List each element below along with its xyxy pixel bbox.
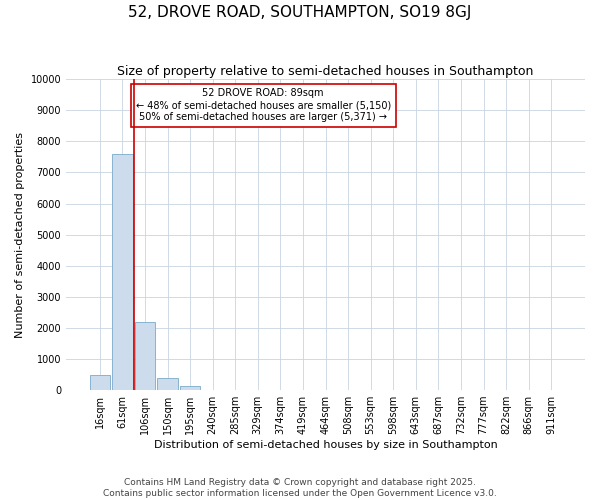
Title: Size of property relative to semi-detached houses in Southampton: Size of property relative to semi-detach…	[118, 65, 534, 78]
Text: Contains HM Land Registry data © Crown copyright and database right 2025.
Contai: Contains HM Land Registry data © Crown c…	[103, 478, 497, 498]
X-axis label: Distribution of semi-detached houses by size in Southampton: Distribution of semi-detached houses by …	[154, 440, 497, 450]
Bar	[135, 322, 155, 390]
Bar	[89, 374, 110, 390]
Y-axis label: Number of semi-detached properties: Number of semi-detached properties	[15, 132, 25, 338]
Bar	[180, 386, 200, 390]
Bar	[157, 378, 178, 390]
Text: 52, DROVE ROAD, SOUTHAMPTON, SO19 8GJ: 52, DROVE ROAD, SOUTHAMPTON, SO19 8GJ	[128, 5, 472, 20]
Text: 52 DROVE ROAD: 89sqm
← 48% of semi-detached houses are smaller (5,150)
50% of se: 52 DROVE ROAD: 89sqm ← 48% of semi-detac…	[136, 88, 391, 122]
Bar	[112, 154, 133, 390]
